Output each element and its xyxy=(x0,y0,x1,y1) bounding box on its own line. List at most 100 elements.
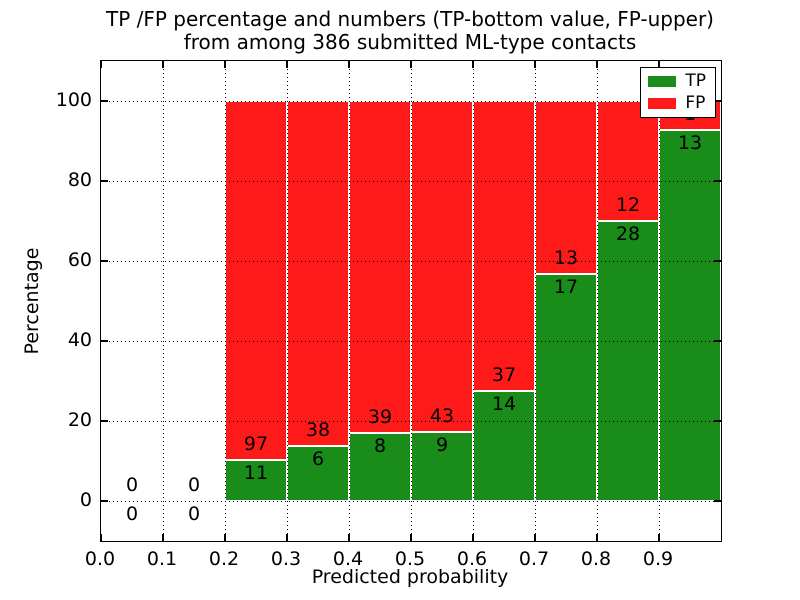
y-tick-mark xyxy=(714,100,721,102)
fp-legend-swatch xyxy=(648,98,677,109)
bar-segment-tp xyxy=(659,129,721,501)
x-tick-label: 0.7 xyxy=(518,548,550,570)
plot-area: TP FP 00009711386398439371413171228113 xyxy=(100,60,722,542)
h-gridline xyxy=(101,341,721,342)
fp-legend-label: FP xyxy=(685,93,706,113)
y-axis-label: Percentage xyxy=(21,247,43,355)
bar-segment-tp xyxy=(597,221,659,501)
x-tick-mark xyxy=(348,61,350,68)
chart-title-line-2: from among 386 submitted ML-type contact… xyxy=(183,30,637,54)
fp-count-label: 43 xyxy=(429,404,455,427)
v-gridline xyxy=(225,61,226,541)
x-tick-mark xyxy=(658,61,660,68)
fp-count-label: 37 xyxy=(491,364,517,387)
legend-entry-fp: FP xyxy=(648,95,706,112)
chart-title-line-1: TP /FP percentage and numbers (TP-bottom… xyxy=(106,7,714,31)
x-tick-label: 0.6 xyxy=(456,548,488,570)
legend-entry-tp: TP xyxy=(648,73,706,90)
y-tick-mark xyxy=(714,260,721,262)
tp-count-label: 6 xyxy=(311,448,325,471)
y-tick-mark xyxy=(101,420,108,422)
x-tick-mark xyxy=(100,61,102,68)
y-tick-mark xyxy=(714,500,721,502)
tp-count-label: 28 xyxy=(615,223,641,245)
y-tick-label: 20 xyxy=(67,409,92,431)
h-gridline xyxy=(101,421,721,422)
x-tick-label: 0.8 xyxy=(580,548,612,570)
v-gridline xyxy=(411,61,412,541)
bar-segment-fp xyxy=(597,101,659,221)
x-tick-label: 0.0 xyxy=(84,548,116,570)
tp-count-label: 0 xyxy=(125,503,139,525)
v-gridline xyxy=(349,61,350,541)
bar-segment-fp xyxy=(349,101,411,433)
bar-segment-fp xyxy=(225,101,287,461)
x-tick-mark xyxy=(162,61,164,68)
x-tick-mark xyxy=(472,61,474,68)
x-axis-label: Predicted probability xyxy=(311,566,509,588)
y-tick-mark xyxy=(714,420,721,422)
h-gridline xyxy=(101,181,721,182)
x-tick-mark xyxy=(162,534,164,541)
x-tick-mark xyxy=(100,534,102,541)
x-tick-mark xyxy=(472,534,474,541)
x-tick-mark xyxy=(410,61,412,68)
x-tick-mark xyxy=(410,534,412,541)
bar-segment-tp xyxy=(411,431,473,501)
v-gridline xyxy=(473,61,474,541)
fp-count-label: 13 xyxy=(553,247,579,270)
bar-segment-fp xyxy=(535,101,597,275)
fp-count-label: 0 xyxy=(125,474,139,496)
y-tick-label: 100 xyxy=(55,89,92,111)
tp-legend-label: TP xyxy=(685,71,706,91)
v-gridline xyxy=(659,61,660,541)
x-tick-mark xyxy=(534,61,536,68)
x-tick-mark xyxy=(348,534,350,541)
v-gridline xyxy=(597,61,598,541)
h-gridline xyxy=(101,101,721,102)
y-tick-label: 40 xyxy=(67,329,92,351)
tp-count-label: 8 xyxy=(373,434,387,457)
tp-count-label: 0 xyxy=(187,503,201,525)
bar-segment-fp xyxy=(287,101,349,447)
fp-count-label: 38 xyxy=(305,419,331,442)
h-gridline xyxy=(101,501,721,502)
bar-segment-tp xyxy=(225,460,287,501)
y-tick-mark xyxy=(714,180,721,182)
y-tick-mark xyxy=(101,260,108,262)
bar-segment-tp xyxy=(349,432,411,501)
x-tick-label: 0.4 xyxy=(332,548,364,570)
bar-segment-tp xyxy=(535,274,597,501)
x-tick-mark xyxy=(286,61,288,68)
x-tick-mark xyxy=(658,534,660,541)
x-tick-label: 0.5 xyxy=(394,548,426,570)
x-tick-label: 0.9 xyxy=(642,548,674,570)
y-tick-mark xyxy=(714,340,721,342)
x-tick-label: 0.1 xyxy=(146,548,178,570)
x-tick-label: 0.3 xyxy=(270,548,302,570)
x-tick-mark xyxy=(224,534,226,541)
tp-count-label: 11 xyxy=(243,462,269,485)
y-tick-mark xyxy=(101,500,108,502)
y-tick-mark xyxy=(101,100,108,102)
tp-count-label: 13 xyxy=(677,131,703,154)
fp-count-label: 0 xyxy=(187,474,201,496)
bar-segment-fp xyxy=(473,101,535,392)
x-tick-mark xyxy=(596,61,598,68)
v-gridline xyxy=(287,61,288,541)
tp-count-label: 9 xyxy=(435,433,449,456)
y-tick-label: 80 xyxy=(67,169,92,191)
fp-count-label: 97 xyxy=(243,433,269,456)
v-gridline xyxy=(535,61,536,541)
y-tick-label: 0 xyxy=(79,489,92,511)
tp-count-label: 14 xyxy=(491,393,517,416)
h-gridline xyxy=(101,261,721,262)
legend: TP FP xyxy=(640,67,716,118)
x-tick-mark xyxy=(596,534,598,541)
x-tick-mark xyxy=(534,534,536,541)
tp-count-label: 17 xyxy=(553,276,579,299)
bar-segment-fp xyxy=(411,101,473,432)
y-tick-label: 60 xyxy=(67,249,92,271)
y-tick-mark xyxy=(101,180,108,182)
